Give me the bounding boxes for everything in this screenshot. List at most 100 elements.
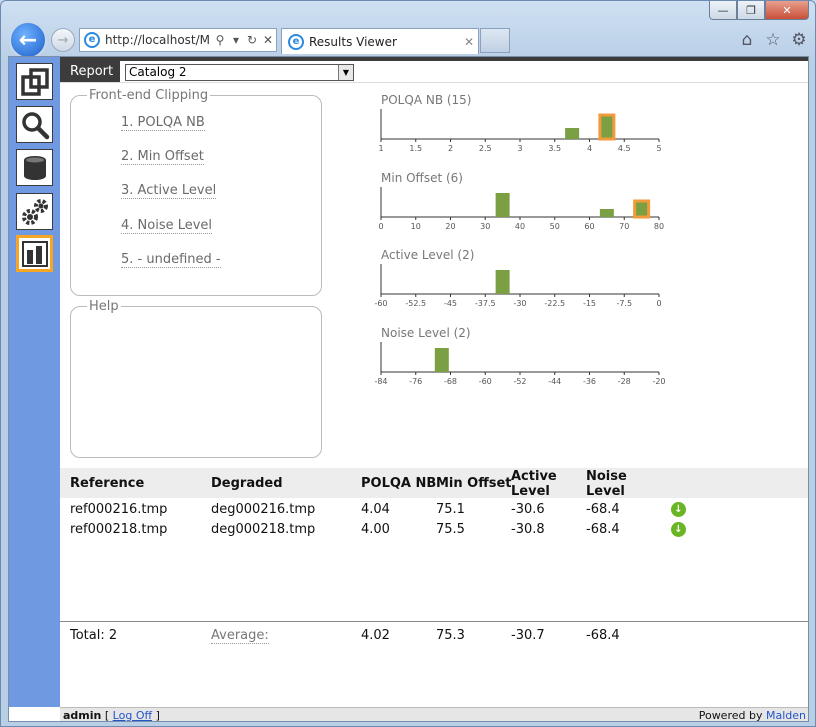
histogram-bar[interactable] (495, 270, 510, 294)
bar-chart-icon[interactable] (16, 235, 53, 272)
search-icon[interactable]: ⚲ (215, 33, 225, 47)
clipping-item-label[interactable]: 4. Noise Level (121, 218, 213, 234)
stop-icon[interactable]: ✕ (262, 33, 274, 47)
histogram-bar[interactable] (565, 128, 580, 139)
col-noise-level[interactable]: Noise Level (586, 469, 627, 499)
logoff-link[interactable]: Log Off (112, 709, 153, 722)
col-active-line1: Active (511, 469, 557, 484)
cell-active: -30.8 (511, 522, 545, 537)
total-noise: -68.4 (586, 628, 620, 643)
tab-close-icon[interactable]: ✕ (463, 34, 475, 49)
ie-page-icon: e (84, 32, 100, 48)
catalog-select[interactable]: Catalog 2 ▼ (125, 64, 354, 81)
clipping-item-label[interactable]: 5. - undefined - (121, 252, 221, 268)
help-legend: Help (87, 299, 121, 314)
clipping-item-active-level[interactable]: 3. Active Level (121, 183, 217, 199)
chevron-down-icon[interactable]: ▼ (338, 65, 353, 80)
col-active-level[interactable]: Active Level (511, 469, 557, 499)
new-tab-button[interactable] (480, 28, 510, 53)
total-count: Total: 2 (70, 628, 118, 643)
total-min-offset: 75.3 (436, 628, 465, 643)
brand-link[interactable]: Malden (765, 709, 806, 722)
x-tick-label: -45 (444, 299, 457, 308)
chart-title: Active Level (2) (381, 248, 475, 262)
histogram-bar[interactable] (434, 348, 449, 372)
x-tick-label: 60 (584, 222, 594, 231)
download-icon[interactable]: ↓ (671, 502, 686, 517)
refresh-icon[interactable]: ↻ (246, 33, 258, 47)
download-icon[interactable]: ↓ (671, 522, 686, 537)
clipping-item-polqa[interactable]: 1. POLQA NB (121, 115, 205, 131)
search-icon[interactable] (16, 106, 53, 143)
x-tick-label: 4 (587, 144, 592, 153)
chart-title: Min Offset (6) (381, 171, 463, 185)
x-tick-label: 20 (445, 222, 455, 231)
col-reference[interactable]: Reference (70, 476, 145, 491)
x-tick-label: 4.5 (618, 144, 631, 153)
browser-toolbar-icons: ⌂ ☆ ⚙ (737, 30, 809, 50)
col-active-line2: Level (511, 484, 550, 499)
x-tick-label: 70 (619, 222, 629, 231)
x-tick-label: -68 (444, 377, 457, 386)
close-icon[interactable]: ✕ (765, 1, 809, 20)
histogram-chart: 0 10 20 30 40 50 60 70 80 (378, 187, 664, 231)
x-tick-label: -15 (583, 299, 596, 308)
favorites-star-icon[interactable]: ☆ (765, 30, 781, 50)
histogram-chart: -84 -76 -68 -60 -52 -44 -36 -28 -20 (374, 342, 666, 386)
col-min-offset[interactable]: Min Offset (436, 476, 512, 491)
average-label[interactable]: Average: (211, 628, 269, 644)
tab-results-viewer[interactable]: e Results Viewer ✕ (281, 28, 479, 54)
x-tick-label: -52 (513, 377, 526, 386)
status-bar: admin [ Log Off ] Powered by Malden (60, 707, 808, 722)
forward-button[interactable]: → (51, 28, 75, 52)
cell-reference: ref000216.tmp (70, 502, 168, 517)
bracket-open: [ (104, 709, 110, 722)
total-divider (60, 621, 808, 622)
cell-degraded: deg000216.tmp (211, 502, 316, 517)
back-button[interactable]: ← (9, 21, 47, 59)
back-arrow-icon: ← (18, 27, 38, 53)
settings-gear-icon[interactable]: ⚙ (791, 30, 807, 50)
tab-title: Results Viewer (309, 34, 397, 49)
powered-by-label: Powered by (698, 709, 763, 722)
cell-polqa: 4.00 (361, 522, 390, 537)
dropdown-icon[interactable]: ▾ (232, 33, 240, 47)
clipping-item-noise-level[interactable]: 4. Noise Level (121, 218, 213, 234)
address-bar[interactable]: e http://localhost/M ⚲ ▾ ↻ ✕ (79, 28, 277, 52)
x-tick-label: -52.5 (405, 299, 426, 308)
clipping-item-undefined[interactable]: 5. - undefined - (121, 252, 221, 268)
copy-icon[interactable] (16, 63, 53, 100)
histogram-bar[interactable] (598, 113, 616, 141)
restore-icon[interactable]: ❐ (737, 1, 765, 20)
clipping-item-min-offset[interactable]: 2. Min Offset (121, 149, 204, 165)
clipping-item-label[interactable]: 1. POLQA NB (121, 115, 205, 131)
x-tick-label: 30 (480, 222, 490, 231)
home-icon[interactable]: ⌂ (741, 30, 753, 50)
col-noise-line2: Level (586, 484, 625, 499)
report-toolbar: Report Catalog 2 ▼ (60, 61, 808, 83)
address-url[interactable]: http://localhost/M (105, 33, 211, 47)
chart-title: POLQA NB (15) (381, 93, 472, 107)
catalog-select-value: Catalog 2 (129, 65, 187, 79)
clipping-item-label[interactable]: 3. Active Level (121, 183, 217, 199)
clipping-item-label[interactable]: 2. Min Offset (121, 149, 204, 165)
x-tick-label: 2 (448, 144, 453, 153)
histogram-bar[interactable] (495, 193, 510, 217)
cell-min-offset: 75.1 (436, 502, 465, 517)
total-polqa: 4.02 (361, 628, 390, 643)
col-polqa[interactable]: POLQA NB (361, 476, 437, 491)
database-icon[interactable] (16, 149, 53, 186)
report-label: Report (60, 61, 120, 82)
table-header: Reference Degraded POLQA NB Min Offset A… (60, 468, 808, 499)
status-user: admin [ Log Off ] (63, 709, 160, 722)
x-tick-label: -7.5 (616, 299, 632, 308)
help-panel (70, 306, 322, 458)
col-degraded[interactable]: Degraded (211, 476, 283, 491)
histogram-bar[interactable] (599, 209, 614, 217)
minimize-icon[interactable]: — (709, 1, 737, 20)
ie-tab-icon: e (288, 33, 304, 50)
bracket-close: ] (155, 709, 160, 722)
gears-icon[interactable] (16, 193, 53, 230)
histogram-bar[interactable] (633, 199, 651, 219)
x-tick-label: -37.5 (475, 299, 496, 308)
